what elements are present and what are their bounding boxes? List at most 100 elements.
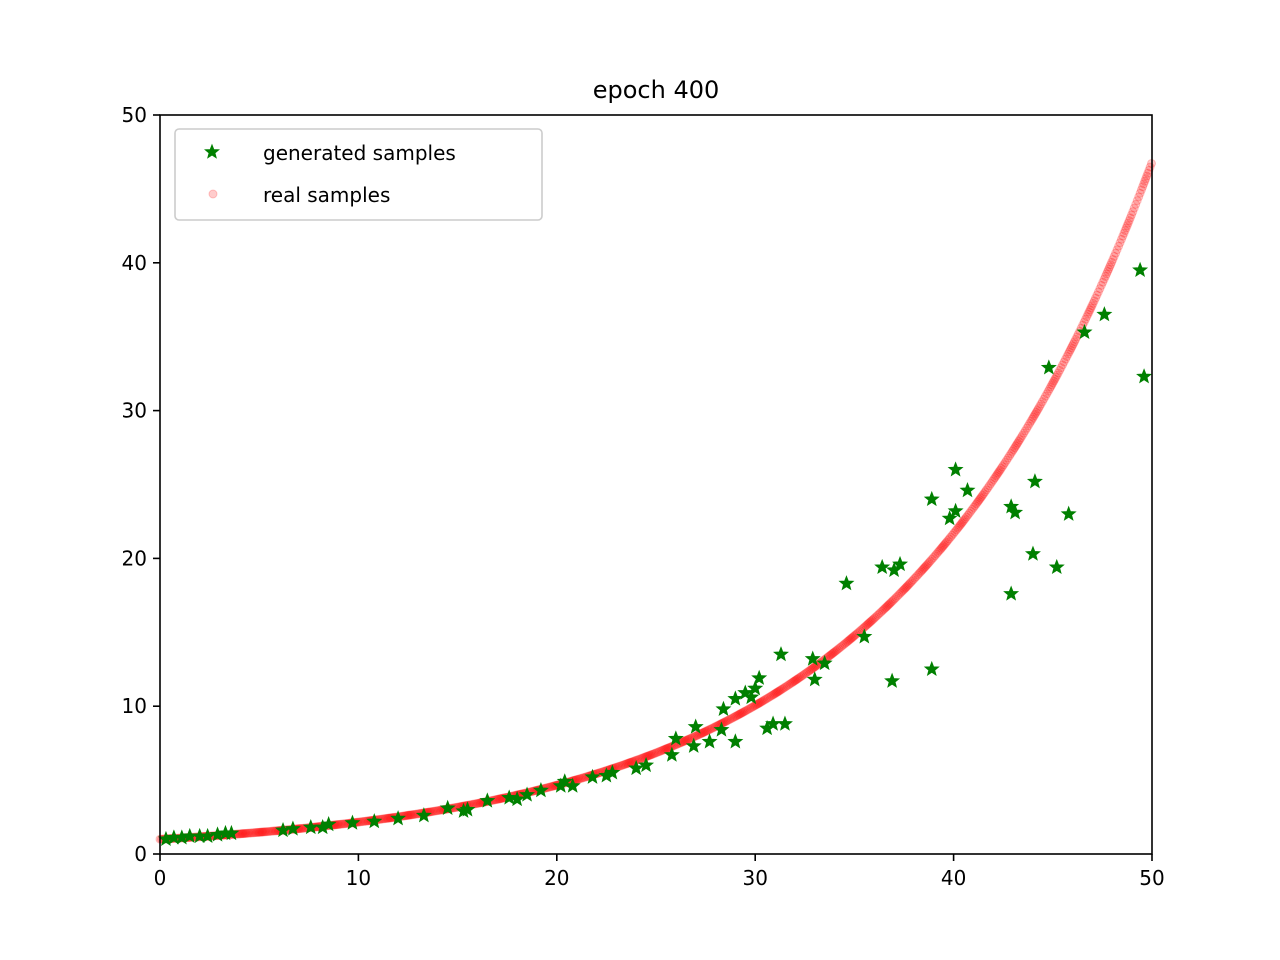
y-tick-label: 30 bbox=[122, 399, 147, 423]
real-sample-point bbox=[1035, 401, 1045, 411]
real-sample-point bbox=[967, 504, 977, 514]
real-sample-point bbox=[897, 587, 907, 597]
real-sample-point bbox=[954, 522, 964, 532]
real-sample-point bbox=[835, 643, 845, 653]
real-sample-point bbox=[402, 810, 412, 820]
real-sample-point bbox=[680, 736, 690, 746]
real-sample-point bbox=[239, 829, 249, 839]
real-sample-point bbox=[1055, 365, 1065, 375]
generated-sample-point bbox=[344, 814, 361, 830]
generated-sample-point bbox=[1003, 585, 1020, 601]
real-sample-point bbox=[1015, 435, 1025, 445]
real-sample-point bbox=[679, 736, 689, 746]
generated-sample-point bbox=[1026, 473, 1043, 489]
real-sample-point bbox=[896, 588, 905, 598]
real-sample-point bbox=[867, 615, 877, 625]
generated-sample-point bbox=[415, 807, 432, 823]
real-sample-point bbox=[910, 573, 920, 583]
generated-sample-point bbox=[501, 789, 518, 805]
real-sample-point bbox=[1037, 397, 1047, 407]
real-sample-point bbox=[616, 761, 626, 771]
real-sample-point bbox=[1049, 376, 1059, 386]
real-sample-point bbox=[795, 672, 805, 682]
real-sample-point bbox=[728, 713, 738, 723]
real-sample-point bbox=[261, 827, 271, 837]
real-sample-point bbox=[799, 669, 809, 679]
real-sample-point bbox=[940, 538, 950, 548]
real-sample-point bbox=[956, 519, 966, 529]
real-sample-point bbox=[1087, 301, 1097, 311]
real-sample-point bbox=[917, 566, 927, 576]
real-sample-point bbox=[791, 675, 801, 685]
real-sample-point bbox=[240, 828, 250, 838]
real-sample-point bbox=[951, 525, 961, 535]
real-sample-point bbox=[1050, 374, 1060, 384]
generated-sample-point bbox=[923, 660, 940, 677]
real-sample-point bbox=[778, 684, 788, 694]
real-sample-point bbox=[1009, 445, 1019, 455]
real-sample-point bbox=[921, 561, 931, 571]
real-sample-point bbox=[235, 829, 245, 839]
real-sample-point bbox=[1032, 406, 1042, 416]
generated-sample-point bbox=[884, 672, 901, 688]
real-sample-point bbox=[624, 758, 634, 768]
real-sample-point bbox=[755, 697, 765, 707]
real-sample-point bbox=[1082, 312, 1092, 322]
real-sample-point bbox=[964, 508, 974, 518]
real-sample-point bbox=[789, 677, 799, 687]
real-sample-point bbox=[919, 563, 929, 573]
real-sample-point bbox=[775, 685, 785, 695]
real-sample-point bbox=[264, 826, 274, 836]
real-sample-point bbox=[1000, 458, 1010, 468]
real-sample-point bbox=[1014, 436, 1024, 446]
y-tick-label: 20 bbox=[122, 546, 147, 570]
real-sample-point bbox=[999, 460, 1009, 470]
real-sample-point bbox=[748, 702, 758, 712]
real-sample-point bbox=[766, 691, 776, 701]
real-sample-point bbox=[1120, 226, 1130, 235]
x-tick-label: 40 bbox=[941, 866, 966, 890]
generated-sample-point bbox=[923, 490, 940, 507]
real-sample-point bbox=[943, 536, 953, 546]
real-sample-point bbox=[336, 819, 346, 829]
real-sample-point bbox=[259, 827, 269, 837]
real-sample-point bbox=[406, 810, 416, 820]
real-sample-point bbox=[1023, 421, 1033, 431]
real-sample-point bbox=[577, 773, 587, 783]
real-sample-point bbox=[1019, 428, 1029, 438]
real-sample-point bbox=[333, 820, 343, 830]
legend-label-generated: generated samples bbox=[263, 141, 456, 165]
real-sample-point bbox=[664, 743, 674, 753]
generated-sample-point bbox=[638, 756, 655, 773]
real-sample-point bbox=[1144, 165, 1154, 175]
real-sample-point bbox=[944, 534, 954, 544]
real-sample-point bbox=[935, 545, 945, 555]
real-sample-point bbox=[970, 501, 980, 511]
real-sample-point bbox=[493, 794, 503, 804]
real-sample-point bbox=[620, 759, 630, 769]
real-sample-point bbox=[1112, 245, 1122, 255]
real-sample-point bbox=[574, 774, 584, 784]
real-sample-point bbox=[260, 827, 270, 837]
generated-sample-point bbox=[773, 646, 789, 662]
generated-sample-point bbox=[747, 680, 764, 696]
real-sample-point bbox=[1047, 380, 1057, 390]
real-sample-point bbox=[258, 827, 268, 837]
real-sample-point bbox=[974, 496, 984, 506]
real-sample-point bbox=[920, 562, 930, 572]
real-sample-point bbox=[1003, 453, 1013, 463]
real-sample-point bbox=[871, 612, 881, 622]
real-sample-point bbox=[834, 644, 844, 654]
real-sample-point bbox=[736, 708, 746, 718]
real-sample-point bbox=[806, 664, 816, 674]
real-sample-point bbox=[1095, 284, 1105, 294]
real-sample-point bbox=[1036, 399, 1046, 409]
real-sample-point bbox=[1058, 360, 1068, 370]
real-sample-point bbox=[987, 476, 997, 486]
generated-sample-point bbox=[1096, 306, 1113, 322]
real-sample-point bbox=[1051, 372, 1061, 382]
real-sample-point bbox=[1139, 179, 1149, 189]
real-sample-point bbox=[848, 632, 858, 642]
y-tick-label: 10 bbox=[122, 694, 147, 718]
generated-sample-point bbox=[743, 688, 760, 705]
